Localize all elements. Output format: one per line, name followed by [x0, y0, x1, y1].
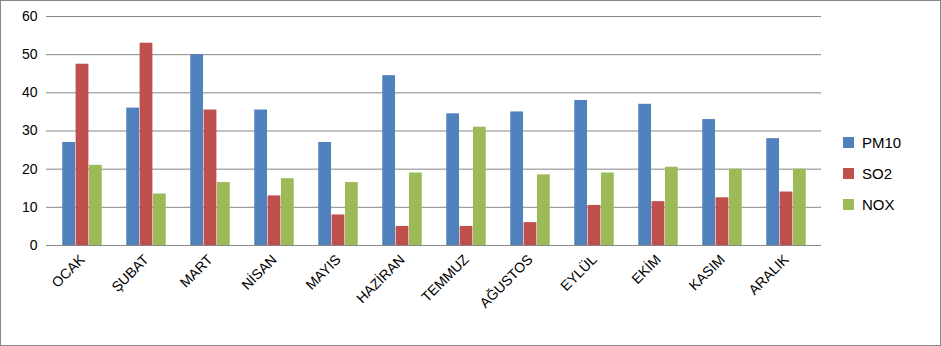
svg-text:MART: MART [177, 251, 216, 290]
html-text:PM10: PM10 [862, 133, 902, 151]
html-text:NOX: NOX [862, 195, 895, 213]
svg-text:20: 20 [22, 161, 38, 177]
svg-text:0: 0 [30, 237, 38, 253]
svg-text:MAYIS: MAYIS [302, 251, 343, 292]
svg-text:OCAK: OCAK [48, 251, 88, 291]
svg-text:50: 50 [22, 46, 38, 62]
svg-text:ARALIK: ARALIK [745, 251, 792, 298]
svg-text:TEMMUZ: TEMMUZ [418, 251, 472, 305]
svg-text:60: 60 [22, 8, 38, 24]
svg-text:HAZİRAN: HAZİRAN [352, 251, 407, 306]
svg-text:AĞUSTOS: AĞUSTOS [476, 251, 536, 311]
svg-text:ŞUBAT: ŞUBAT [108, 251, 152, 295]
svg-text:30: 30 [22, 122, 38, 138]
html-text:SO2: SO2 [862, 164, 892, 182]
svg-text:10: 10 [22, 199, 38, 215]
svg-text:EYLÜL: EYLÜL [556, 250, 600, 294]
svg-text:EKİM: EKİM [628, 251, 664, 287]
svg-text:NİSAN: NİSAN [238, 251, 280, 293]
svg-text:KASIM: KASIM [686, 251, 728, 293]
svg-text:40: 40 [22, 84, 38, 100]
